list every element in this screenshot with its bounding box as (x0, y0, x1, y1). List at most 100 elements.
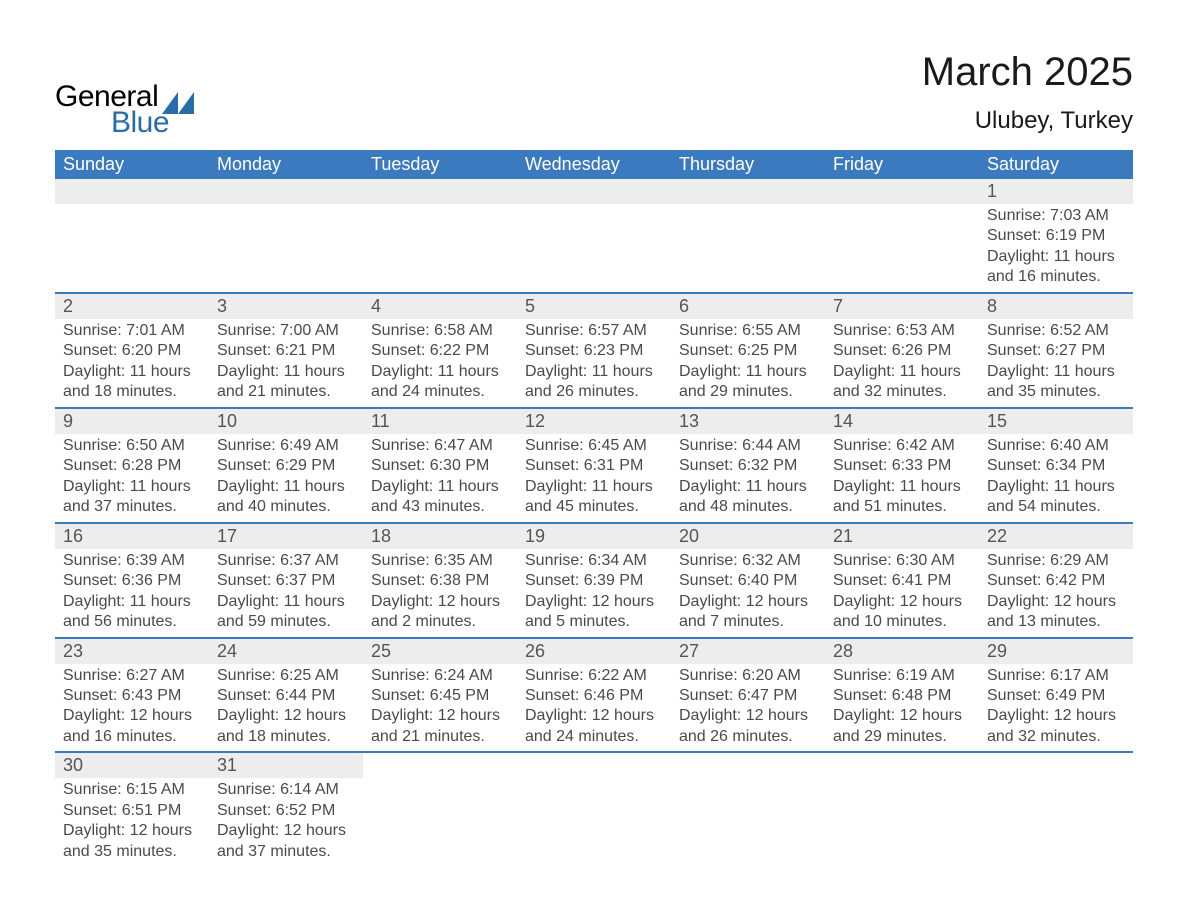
day-number-cell: 18 (363, 523, 517, 549)
daylight-line-1: Daylight: 11 hours (63, 362, 201, 382)
day-number-cell: 31 (209, 752, 363, 778)
day-number-cell: 14 (825, 408, 979, 434)
daylight-line-1: Daylight: 11 hours (371, 477, 509, 497)
sunset-line: Sunset: 6:41 PM (833, 571, 971, 591)
sunrise-line: Sunrise: 6:17 AM (987, 666, 1125, 686)
day-number-cell (979, 752, 1133, 778)
daylight-line-2: and 51 minutes. (833, 497, 971, 517)
sunrise-line: Sunrise: 6:45 AM (525, 436, 663, 456)
title-block: March 2025 Ulubey, Turkey (922, 50, 1133, 135)
sunset-line: Sunset: 6:34 PM (987, 456, 1125, 476)
day-number-cell: 15 (979, 408, 1133, 434)
calendar-table: SundayMondayTuesdayWednesdayThursdayFrid… (55, 150, 1133, 866)
daylight-line-1: Daylight: 12 hours (987, 592, 1125, 612)
location: Ulubey, Turkey (922, 107, 1133, 135)
daylight-line-1: Daylight: 12 hours (679, 592, 817, 612)
daynum-row: 1 (55, 179, 1133, 204)
day-number-cell: 4 (363, 293, 517, 319)
daylight-line-2: and 24 minutes. (371, 382, 509, 402)
sunset-line: Sunset: 6:52 PM (217, 801, 355, 821)
day-detail-cell: Sunrise: 6:14 AMSunset: 6:52 PMDaylight:… (209, 778, 363, 866)
day-number-cell: 17 (209, 523, 363, 549)
sunset-line: Sunset: 6:48 PM (833, 686, 971, 706)
day-number-cell: 11 (363, 408, 517, 434)
daylight-line-1: Daylight: 11 hours (63, 592, 201, 612)
daylight-line-1: Daylight: 12 hours (525, 592, 663, 612)
day-detail-cell: Sunrise: 7:00 AMSunset: 6:21 PMDaylight:… (209, 319, 363, 408)
day-number-cell: 24 (209, 638, 363, 664)
daylight-line-2: and 24 minutes. (525, 727, 663, 747)
daylight-line-1: Daylight: 12 hours (371, 706, 509, 726)
daylight-line-1: Daylight: 11 hours (525, 362, 663, 382)
day-number-cell: 16 (55, 523, 209, 549)
daylight-line-2: and 29 minutes. (679, 382, 817, 402)
day-number-cell: 27 (671, 638, 825, 664)
sunrise-line: Sunrise: 6:15 AM (63, 780, 201, 800)
day-detail-cell: Sunrise: 6:19 AMSunset: 6:48 PMDaylight:… (825, 664, 979, 753)
sunrise-line: Sunrise: 6:29 AM (987, 551, 1125, 571)
day-number-cell: 30 (55, 752, 209, 778)
day-detail-cell: Sunrise: 6:34 AMSunset: 6:39 PMDaylight:… (517, 549, 671, 638)
day-detail-cell: Sunrise: 6:17 AMSunset: 6:49 PMDaylight:… (979, 664, 1133, 753)
sunset-line: Sunset: 6:43 PM (63, 686, 201, 706)
daylight-line-2: and 48 minutes. (679, 497, 817, 517)
sunrise-line: Sunrise: 6:44 AM (679, 436, 817, 456)
daylight-line-1: Daylight: 11 hours (987, 362, 1125, 382)
sunset-line: Sunset: 6:31 PM (525, 456, 663, 476)
day-number-cell (825, 179, 979, 204)
daynum-row: 16171819202122 (55, 523, 1133, 549)
daylight-line-1: Daylight: 12 hours (63, 821, 201, 841)
day-detail-cell: Sunrise: 7:01 AMSunset: 6:20 PMDaylight:… (55, 319, 209, 408)
day-number-cell: 6 (671, 293, 825, 319)
sunset-line: Sunset: 6:49 PM (987, 686, 1125, 706)
sunrise-line: Sunrise: 6:35 AM (371, 551, 509, 571)
sunset-line: Sunset: 6:25 PM (679, 341, 817, 361)
day-number-cell: 12 (517, 408, 671, 434)
daylight-line-1: Daylight: 12 hours (217, 821, 355, 841)
daylight-line-1: Daylight: 11 hours (371, 362, 509, 382)
day-detail-cell: Sunrise: 6:20 AMSunset: 6:47 PMDaylight:… (671, 664, 825, 753)
daylight-line-2: and 40 minutes. (217, 497, 355, 517)
daylight-line-1: Daylight: 11 hours (987, 477, 1125, 497)
daylight-line-1: Daylight: 12 hours (833, 592, 971, 612)
calendar-page: General Blue March 2025 Ulubey, Turkey S… (0, 0, 1188, 866)
daylight-line-2: and 7 minutes. (679, 612, 817, 632)
day-number-cell: 5 (517, 293, 671, 319)
calendar-header-row: SundayMondayTuesdayWednesdayThursdayFrid… (55, 150, 1133, 179)
sunset-line: Sunset: 6:19 PM (987, 226, 1125, 246)
daylight-line-2: and 54 minutes. (987, 497, 1125, 517)
sunrise-line: Sunrise: 6:24 AM (371, 666, 509, 686)
logo: General Blue (55, 80, 194, 140)
sunrise-line: Sunrise: 6:53 AM (833, 321, 971, 341)
daynum-row: 3031 (55, 752, 1133, 778)
sunrise-line: Sunrise: 6:55 AM (679, 321, 817, 341)
daylight-line-1: Daylight: 11 hours (217, 362, 355, 382)
sunrise-line: Sunrise: 6:32 AM (679, 551, 817, 571)
daylight-line-2: and 59 minutes. (217, 612, 355, 632)
daylight-line-2: and 10 minutes. (833, 612, 971, 632)
day-detail-cell: Sunrise: 6:50 AMSunset: 6:28 PMDaylight:… (55, 434, 209, 523)
day-number-cell (671, 179, 825, 204)
sunrise-line: Sunrise: 6:19 AM (833, 666, 971, 686)
daylight-line-2: and 37 minutes. (217, 842, 355, 862)
sunset-line: Sunset: 6:28 PM (63, 456, 201, 476)
daylight-line-1: Daylight: 12 hours (217, 706, 355, 726)
sunrise-line: Sunrise: 6:58 AM (371, 321, 509, 341)
day-detail-cell (979, 778, 1133, 866)
day-detail-cell: Sunrise: 6:52 AMSunset: 6:27 PMDaylight:… (979, 319, 1133, 408)
daylight-line-2: and 18 minutes. (217, 727, 355, 747)
sunset-line: Sunset: 6:33 PM (833, 456, 971, 476)
daylight-line-1: Daylight: 11 hours (679, 362, 817, 382)
sunrise-line: Sunrise: 6:27 AM (63, 666, 201, 686)
day-number-cell: 25 (363, 638, 517, 664)
day-detail-cell: Sunrise: 6:39 AMSunset: 6:36 PMDaylight:… (55, 549, 209, 638)
sunrise-line: Sunrise: 6:30 AM (833, 551, 971, 571)
sunrise-line: Sunrise: 7:00 AM (217, 321, 355, 341)
day-number-cell: 19 (517, 523, 671, 549)
daylight-line-2: and 21 minutes. (217, 382, 355, 402)
day-header: Friday (825, 150, 979, 179)
daylight-line-2: and 56 minutes. (63, 612, 201, 632)
sunset-line: Sunset: 6:42 PM (987, 571, 1125, 591)
sunset-line: Sunset: 6:20 PM (63, 341, 201, 361)
daylight-line-2: and 26 minutes. (679, 727, 817, 747)
